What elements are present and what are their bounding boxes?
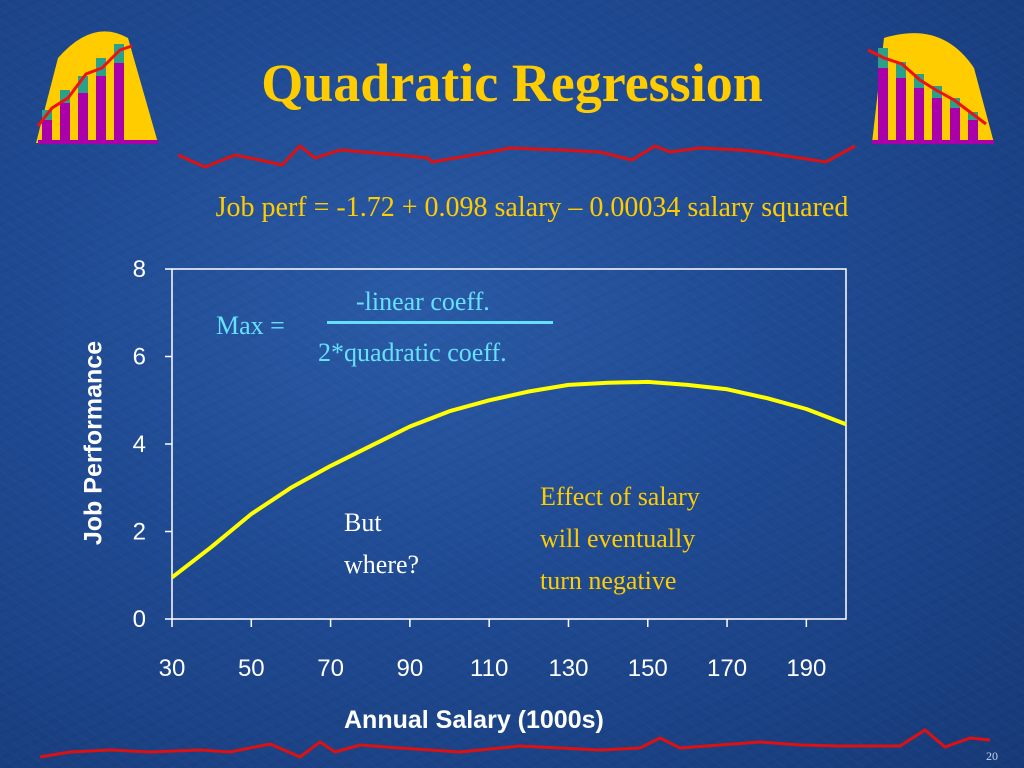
formula-denominator: 2*quadratic coeff.	[318, 338, 507, 367]
x-tick-label: 70	[317, 655, 344, 682]
note-line-3: turn negative	[540, 566, 677, 595]
y-tick-label: 0	[133, 606, 146, 633]
x-tick-label: 150	[628, 655, 668, 682]
y-tick-label: 8	[133, 256, 146, 283]
formula-fraction-bar	[327, 321, 553, 324]
formula-label: Max =	[216, 311, 285, 340]
note-line-2: will eventually	[540, 524, 696, 553]
note-line-1: Effect of salary	[540, 482, 700, 511]
x-tick-label: 50	[238, 655, 265, 682]
x-tick-label: 90	[397, 655, 424, 682]
question-line-1: But	[344, 508, 382, 537]
bar-chart-icon	[867, 33, 994, 144]
question-line-2: where?	[344, 550, 420, 579]
slide-number: 20	[986, 749, 998, 763]
bar-chart-icon	[36, 31, 158, 144]
x-tick-label: 130	[548, 655, 588, 682]
slide-title: Quadratic Regression	[261, 53, 763, 113]
y-tick-label: 6	[133, 344, 146, 371]
x-tick-label: 170	[707, 655, 747, 682]
formula-numerator: -linear coeff.	[356, 287, 490, 316]
x-tick-label: 30	[159, 655, 186, 682]
x-tick-label: 190	[786, 655, 826, 682]
series-line	[170, 379, 847, 579]
y-axis-title: Job Performance	[79, 340, 108, 546]
x-axis-title: Annual Salary (1000s)	[344, 706, 604, 734]
y-tick-label: 2	[133, 519, 146, 546]
y-tick-label: 4	[133, 431, 146, 458]
x-tick-label: 110	[470, 655, 508, 682]
regression-equation: Job perf = -1.72 + 0.098 salary – 0.0003…	[215, 192, 849, 223]
